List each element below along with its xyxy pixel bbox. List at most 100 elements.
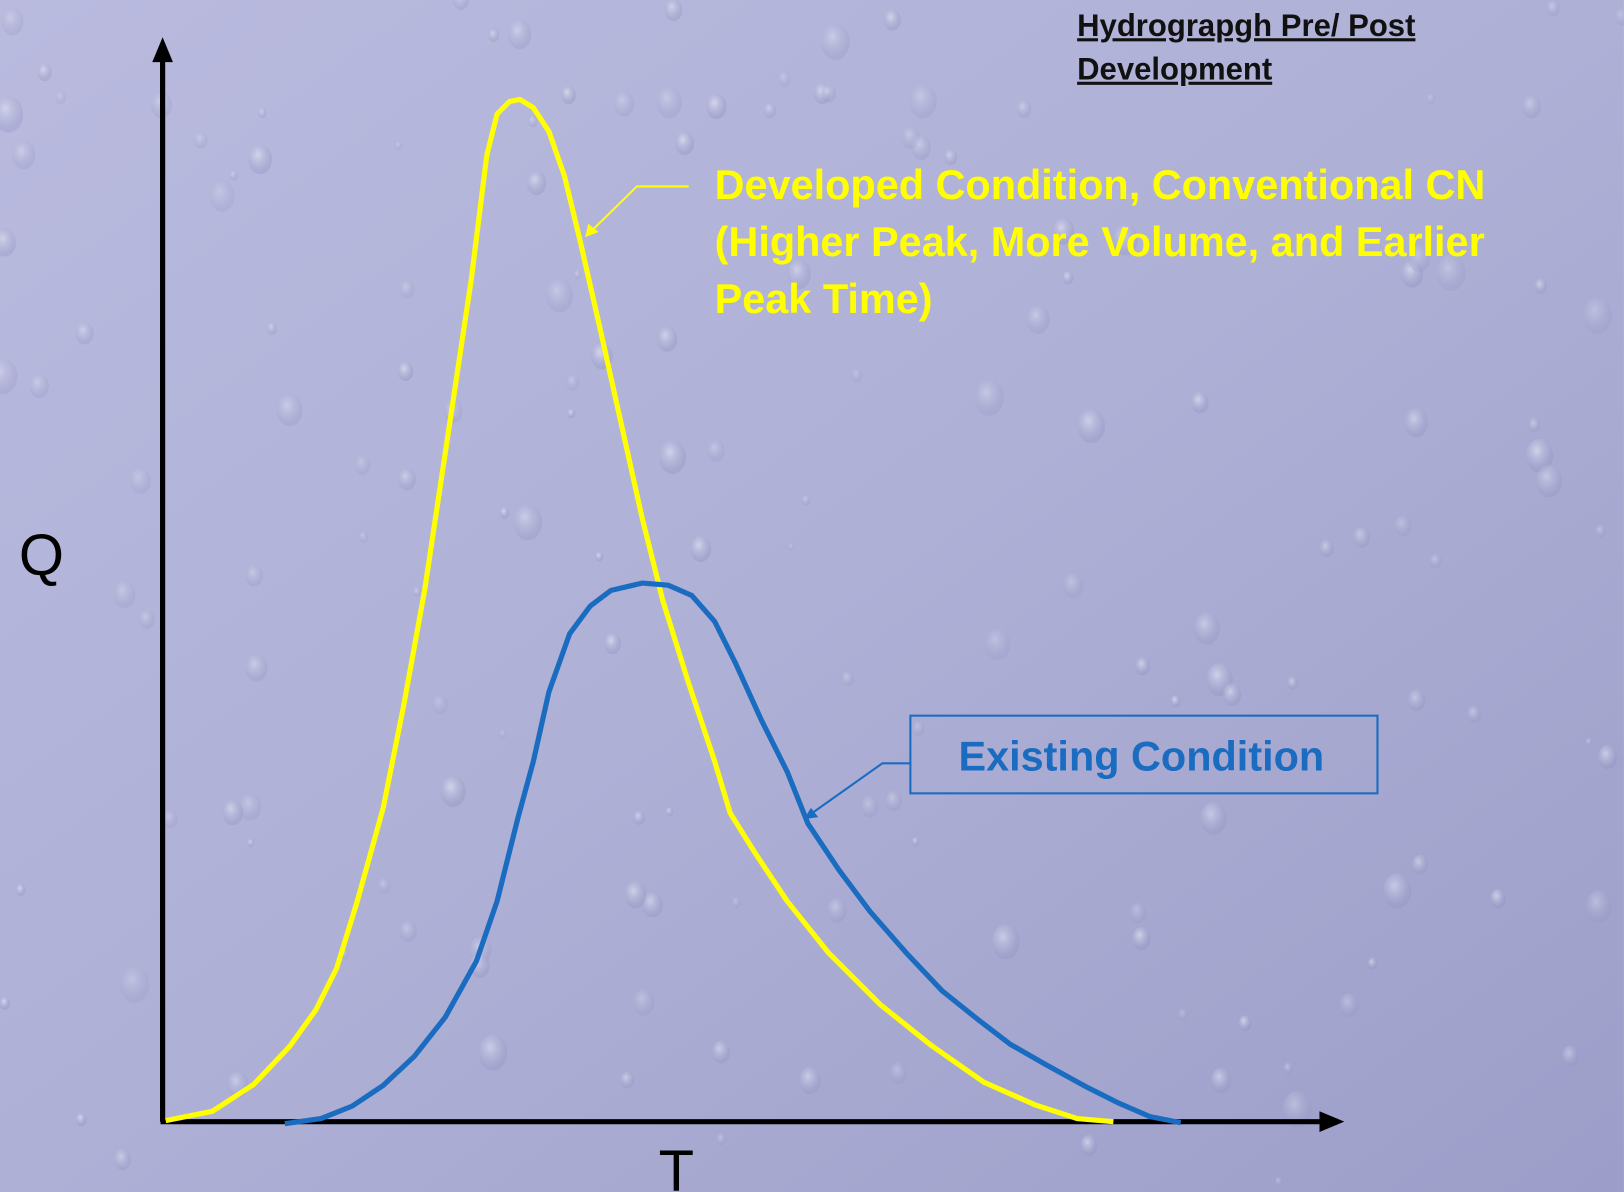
- raindrop: [657, 326, 677, 351]
- raindrop: [508, 20, 531, 49]
- raindrop: [267, 322, 277, 335]
- raindrop: [400, 280, 415, 299]
- raindrop: [1583, 297, 1612, 334]
- raindrop: [1405, 408, 1428, 437]
- raindrop: [139, 610, 155, 629]
- raindrop: [513, 504, 542, 540]
- raindrop: [16, 884, 26, 896]
- raindrop: [707, 440, 725, 462]
- raindrop: [1408, 690, 1425, 712]
- raindrop: [1522, 95, 1541, 119]
- raindrop: [239, 793, 261, 820]
- developed-label: (Higher Peak, More Volume, and Earlier: [715, 219, 1485, 265]
- existing-label: Existing Condition: [958, 734, 1324, 780]
- raindrop: [802, 494, 811, 505]
- raindrop: [614, 91, 635, 117]
- raindrop: [992, 924, 1020, 959]
- raindrop: [246, 565, 263, 587]
- raindrop: [479, 1035, 508, 1071]
- raindrop: [657, 87, 682, 118]
- raindrop: [1340, 993, 1359, 1017]
- raindrop: [1275, 1177, 1283, 1187]
- raindrop: [1427, 94, 1435, 105]
- raindrop: [2, 8, 24, 35]
- raindrop: [911, 135, 930, 159]
- raindrop: [1078, 409, 1105, 443]
- raindrop: [717, 1133, 727, 1145]
- raindrop: [378, 878, 391, 894]
- raindrop: [1595, 525, 1606, 538]
- raindrop: [1535, 278, 1547, 293]
- raindrop: [248, 144, 272, 174]
- developed-label: Peak Time): [715, 276, 933, 322]
- raindrop: [130, 468, 151, 494]
- raindrop: [799, 1067, 821, 1095]
- raindrop: [488, 28, 499, 42]
- raindrop: [1412, 855, 1428, 875]
- title: Development: [1077, 52, 1272, 87]
- raindrop: [706, 94, 726, 119]
- raindrop: [1598, 745, 1617, 769]
- raindrop: [0, 997, 10, 1010]
- hydrograph-diagram: Existing Condition Developed Condition, …: [0, 0, 1624, 1192]
- raindrop: [1194, 612, 1220, 644]
- y-axis-label: Q: [19, 524, 64, 588]
- raindrop: [76, 322, 94, 345]
- raindrop: [842, 671, 854, 686]
- raindrop: [666, 807, 674, 817]
- raindrop: [1062, 271, 1073, 285]
- raindrop: [398, 362, 414, 381]
- raindrop: [277, 394, 303, 426]
- raindrop: [1239, 1015, 1252, 1031]
- raindrop: [821, 24, 850, 60]
- raindrop: [1211, 1068, 1231, 1093]
- raindrop: [822, 85, 836, 103]
- raindrop: [76, 1113, 87, 1126]
- raindrop: [1353, 527, 1370, 548]
- raindrop: [1178, 1009, 1188, 1021]
- raindrop: [1200, 802, 1226, 835]
- raindrop: [1063, 573, 1083, 598]
- raindrop: [37, 63, 51, 81]
- raindrop: [114, 1149, 131, 1170]
- raindrop: [788, 542, 795, 550]
- raindrop: [29, 374, 48, 398]
- raindrop: [567, 409, 575, 419]
- raindrop: [975, 380, 1004, 416]
- raindrop: [1536, 465, 1562, 498]
- raindrop: [1586, 890, 1612, 922]
- raindrop: [1430, 554, 1442, 569]
- raindrop: [566, 374, 579, 390]
- raindrop: [1283, 1062, 1293, 1074]
- raindrop: [1026, 305, 1049, 334]
- raindrop: [633, 810, 645, 824]
- raindrop: [413, 587, 421, 597]
- raindrop: [1287, 676, 1298, 689]
- raindrop: [1320, 540, 1334, 557]
- developed-label: Developed Condition, Conventional CN: [715, 162, 1486, 208]
- raindrop: [1130, 903, 1147, 924]
- raindrop: [561, 86, 576, 104]
- raindrop: [574, 269, 582, 279]
- raindrop: [884, 9, 901, 30]
- raindrop: [778, 71, 790, 87]
- raindrop: [909, 84, 936, 118]
- raindrop: [1528, 418, 1540, 433]
- x-axis-label: T: [659, 1140, 694, 1192]
- raindrop: [113, 581, 135, 608]
- raindrop: [528, 116, 537, 128]
- raindrop: [1081, 1135, 1098, 1156]
- raindrop: [258, 108, 266, 118]
- raindrop: [1547, 0, 1560, 16]
- raindrop: [1368, 958, 1377, 970]
- raindrop: [851, 368, 862, 382]
- raindrop: [1017, 100, 1032, 118]
- raindrop: [633, 989, 654, 1016]
- raindrop: [827, 898, 846, 922]
- raindrop: [1467, 706, 1481, 723]
- raindrop: [625, 881, 647, 908]
- raindrop: [712, 1041, 730, 1064]
- raindrop: [1562, 1045, 1579, 1067]
- raindrop: [764, 103, 776, 119]
- raindrop: [209, 181, 234, 212]
